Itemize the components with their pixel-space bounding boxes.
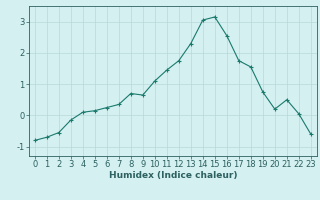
X-axis label: Humidex (Indice chaleur): Humidex (Indice chaleur) [108, 171, 237, 180]
